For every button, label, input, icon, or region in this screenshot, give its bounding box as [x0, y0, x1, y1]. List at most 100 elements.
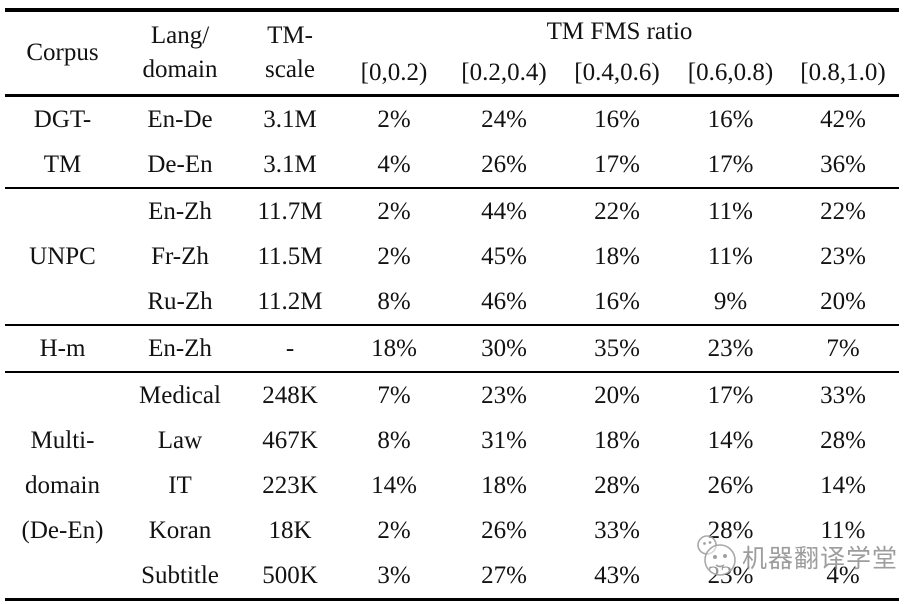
col-header-corpus: Corpus	[5, 10, 120, 97]
tm-scale-cell: 500K	[262, 561, 318, 589]
ratio-cell: 33%	[820, 381, 866, 409]
lang-domain-cell: De-En	[120, 142, 240, 189]
ratio-cell: 18%	[340, 325, 448, 373]
table-row: Ru-Zh 11.2M 8% 46% 16% 9% 20%	[5, 279, 899, 326]
ratio-cell: 18%	[481, 471, 527, 499]
col-header-bin-1: [0.2,0.4)	[448, 52, 560, 97]
ratio-cell: 35%	[560, 325, 674, 373]
ratio-cell: 22%	[594, 197, 640, 225]
ratio-cell: 16%	[594, 105, 640, 133]
ratio-cell: 28%	[707, 516, 754, 544]
ratio-cell: 23%	[481, 381, 527, 409]
tm-scale-cell: 11.2M	[240, 279, 340, 326]
lang-domain-cell: Fr-Zh	[151, 242, 209, 270]
ratio-cell: 17%	[707, 381, 754, 409]
ratio-cell: 2%	[377, 242, 411, 270]
tm-scale-cell: 18K	[268, 516, 312, 544]
tm-fms-ratio-table: Corpus Lang/ domain TM- scale TM FMS rat…	[5, 8, 899, 601]
tm-scale-cell: 248K	[262, 381, 318, 409]
ratio-cell: 24%	[481, 105, 527, 133]
lang-domain-cell: IT	[168, 471, 192, 499]
lang-domain-cell: Ru-Zh	[120, 279, 240, 326]
tm-scale-cell: -	[240, 325, 340, 373]
ratio-cell: 33%	[594, 516, 640, 544]
col-header-bin-3: [0.6,0.8)	[674, 52, 787, 97]
corpus-cell: Multi- domain (De-En)	[21, 427, 104, 544]
table-row: H-m En-Zh -18% 30% 35% 23% 7%	[5, 325, 899, 373]
ratio-cell: 17%	[674, 142, 787, 189]
table-header: Corpus Lang/ domain TM- scale TM FMS rat…	[5, 10, 899, 97]
ratio-cell: 4%	[826, 561, 860, 589]
ratio-cell: 9%	[674, 279, 787, 326]
ratio-cell: 20%	[594, 381, 640, 409]
ratio-cell: 17%	[560, 142, 674, 189]
ratio-cell: 4%	[340, 142, 448, 189]
lang-domain-cell: En-De	[147, 105, 213, 133]
table-body: DGT- TM En-De 3.1M 2% 24% 16% 16% 42% De-En 3.1M 4…	[5, 95, 899, 600]
table-row: Law 467K 8% 31% 18% 14% 28%	[5, 418, 899, 463]
tm-scale-cell: 11.7M	[257, 197, 323, 225]
ratio-cell: 36%	[787, 142, 899, 189]
ratio-cell: 26%	[481, 516, 527, 544]
ratio-cell: 23%	[707, 561, 754, 589]
ratio-cell: 27%	[481, 561, 527, 589]
tm-scale-cell: 467K	[262, 426, 318, 454]
ratio-cell: 16%	[707, 105, 754, 133]
ratio-cell: 46%	[448, 279, 560, 326]
table-row: De-En 3.1M 4% 26% 17% 17% 36%	[5, 142, 899, 189]
ratio-cell: 28%	[594, 471, 640, 499]
corpus-cell: DGT- TM	[5, 95, 120, 189]
tm-scale-cell: 3.1M	[240, 142, 340, 189]
table-row: Multi- domain (De-En) Medical 248K 7% 23% 20%…	[5, 372, 899, 545]
ratio-cell: 18%	[594, 242, 640, 270]
ratio-cell: 20%	[787, 279, 899, 326]
ratio-cell: 7%	[787, 325, 899, 373]
tm-scale-cell: 223K	[262, 471, 318, 499]
ratio-cell: 14%	[820, 471, 866, 499]
header-row-top: Corpus Lang/ domain TM- scale TM FMS rat…	[5, 10, 899, 97]
table-row: IT 223K 14% 18% 28% 26% 14%	[5, 463, 899, 508]
table-row: Koran 18K 2% 26% 33% 28% 11%	[5, 508, 899, 553]
col-header-tm-fms-ratio: TM FMS ratio	[546, 18, 693, 45]
lang-domain-cell: En-Zh	[148, 197, 212, 225]
ratio-cell: 14%	[707, 426, 754, 454]
ratio-cell: 31%	[481, 426, 527, 454]
lang-domain-cell: Koran	[148, 516, 212, 544]
corpus-cell: H-m	[5, 325, 120, 373]
lang-domain-cell: Medical	[139, 381, 221, 409]
ratio-cell: 22%	[820, 197, 866, 225]
ratio-cell: 28%	[820, 426, 866, 454]
ratio-cell: 11%	[820, 516, 866, 544]
ratio-cell: 26%	[707, 471, 754, 499]
ratio-cell: 43%	[594, 561, 640, 589]
table-row: Subtitle 500K 3% 27% 43% 23% 4%	[5, 553, 899, 600]
ratio-cell: 11%	[708, 197, 753, 225]
col-header-bin-2: [0.4,0.6)	[560, 52, 674, 97]
ratio-cell: 16%	[560, 279, 674, 326]
col-header-lang-domain: Lang/ domain	[120, 10, 240, 97]
header-row-bins: [0,0.2) [0.2,0.4) [0.4,0.6) [0.6,0.8) [0…	[5, 52, 899, 97]
col-header-bin-4: [0.8,1.0)	[787, 52, 899, 97]
ratio-cell: 2%	[377, 516, 411, 544]
ratio-cell: 11%	[708, 242, 753, 270]
table-row: Fr-Zh 11.5M 2% 45% 18% 11% 23%	[5, 234, 899, 279]
col-header-bin-0: [0,0.2)	[340, 52, 448, 97]
ratio-cell: 8%	[340, 279, 448, 326]
ratio-cell: 45%	[481, 242, 527, 270]
table-row: UNPC En-Zh 11.7M 2% 44% 22% 11% 22%	[5, 188, 899, 326]
ratio-cell: 30%	[448, 325, 560, 373]
ratio-cell: 44%	[481, 197, 527, 225]
ratio-cell: 7%	[377, 381, 411, 409]
ratio-cell: 14%	[371, 471, 417, 499]
ratio-cell: 2%	[377, 105, 411, 133]
tm-scale-cell: 11.5M	[257, 242, 323, 270]
ratio-cell: 3%	[377, 561, 411, 589]
tm-scale-cell: 3.1M	[263, 105, 317, 133]
table-row: DGT- TM En-De 3.1M 2% 24% 16% 16% 42%	[5, 95, 899, 189]
ratio-cell: 23%	[820, 242, 866, 270]
ratio-cell: 23%	[674, 325, 787, 373]
lang-domain-cell: Subtitle	[141, 561, 219, 589]
ratio-cell: 42%	[820, 105, 866, 133]
lang-domain-cell: En-Zh	[120, 325, 240, 373]
ratio-cell: 8%	[377, 426, 411, 454]
